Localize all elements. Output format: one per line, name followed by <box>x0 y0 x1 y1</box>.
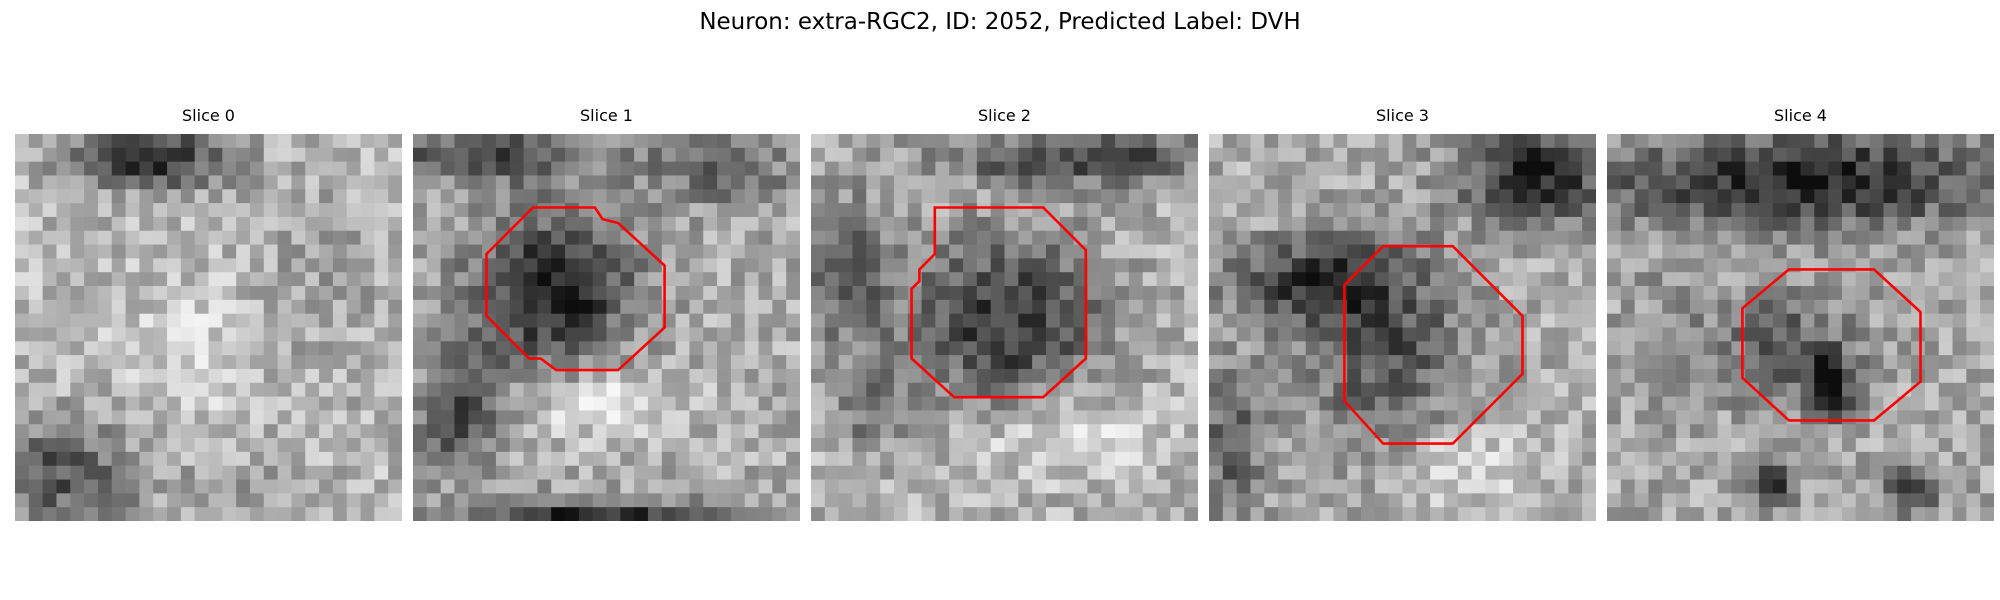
slice-panel-0: Slice 0 <box>15 104 402 528</box>
slice-image-2 <box>811 134 1198 521</box>
cell-contour <box>910 206 1088 399</box>
cell-contour <box>485 206 666 372</box>
cell-contour <box>1343 244 1524 445</box>
slice-image-0 <box>15 134 402 521</box>
slice-image-1 <box>413 134 800 521</box>
slice-pixels <box>811 134 1198 521</box>
slice-pixels <box>413 134 800 521</box>
slice-image-3 <box>1209 134 1596 521</box>
slice-panel-4: Slice 4 <box>1607 104 1994 528</box>
slice-panel-1: Slice 1 <box>413 104 800 528</box>
slice-panel-2: Slice 2 <box>811 104 1198 528</box>
slice-title-3: Slice 3 <box>1376 106 1429 125</box>
figure-title: Neuron: extra-RGC2, ID: 2052, Predicted … <box>699 9 1301 35</box>
cell-contour <box>1741 268 1922 422</box>
slice-title-4: Slice 4 <box>1774 106 1827 125</box>
slice-image-4 <box>1607 134 1994 521</box>
slice-title-1: Slice 1 <box>580 106 633 125</box>
slice-panel-3: Slice 3 <box>1209 104 1596 528</box>
slice-pixels <box>1607 134 1994 521</box>
slice-title-2: Slice 2 <box>978 106 1031 125</box>
slice-pixels <box>1209 134 1596 521</box>
slice-pixels <box>15 134 402 521</box>
slice-title-0: Slice 0 <box>182 106 235 125</box>
